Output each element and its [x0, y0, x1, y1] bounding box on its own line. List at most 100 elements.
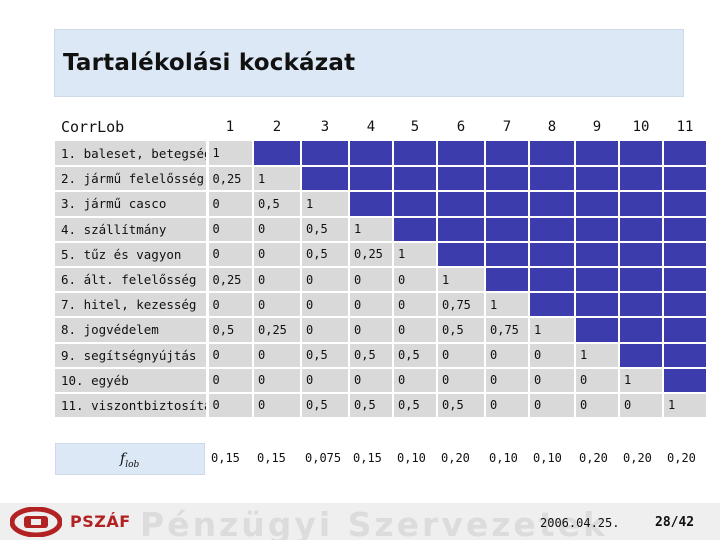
- matrix-cell: 1: [207, 141, 254, 168]
- row-label: 6. ált. felelősség: [55, 266, 209, 294]
- flob-value: 0,15: [353, 451, 382, 465]
- matrix-cell: 0,75: [485, 317, 530, 344]
- column-header: 11: [663, 112, 707, 141]
- column-header: 5: [393, 112, 437, 141]
- matrix-cell: 0: [349, 292, 394, 319]
- empty-cell: [349, 166, 394, 193]
- matrix-cell: 0,5: [437, 392, 486, 420]
- matrix-cell: 0: [529, 342, 576, 369]
- empty-cell: [575, 216, 620, 243]
- column-header: 2: [253, 112, 301, 141]
- empty-cell: [619, 292, 664, 319]
- correlation-matrix: CorrLob 1 2 3 4 5 6 7 8 9 10 11 1. baleset, betegség…: [55, 112, 708, 420]
- column-header: 1: [207, 112, 253, 141]
- empty-cell: [437, 216, 486, 243]
- footer-date: 2006.04.25.: [540, 516, 620, 530]
- matrix-cell: 0,5: [301, 216, 350, 243]
- matrix-cell: 0: [529, 367, 576, 394]
- row-label: 4. szállítmány: [55, 216, 209, 243]
- flob-value: 0,20: [667, 451, 696, 465]
- empty-cell: [663, 292, 708, 319]
- flob-value: 0,10: [489, 451, 518, 465]
- empty-cell: [529, 191, 576, 218]
- row-label: 9. segítségnyújtás: [55, 342, 209, 369]
- matrix-cell: 0,25: [349, 241, 394, 268]
- table-row: 2. jármű felelősség 0,25 1: [55, 166, 708, 193]
- table-row: 10. egyéb 0 0 0 0 0 0 0 0 0 1: [55, 367, 708, 394]
- matrix-cell: 1: [485, 292, 530, 319]
- column-header: 8: [529, 112, 575, 141]
- row-label: 8. jogvédelem: [55, 317, 209, 344]
- page-number: 28/42: [655, 515, 695, 530]
- matrix-cell: 0,5: [207, 317, 254, 344]
- matrix-cell: 0: [485, 367, 530, 394]
- column-header: 7: [485, 112, 529, 141]
- matrix-cell: 0: [207, 191, 254, 218]
- matrix-cell: 0: [207, 216, 254, 243]
- empty-cell: [393, 141, 438, 168]
- matrix-cell: 0,25: [207, 266, 254, 294]
- matrix-cell: 0: [619, 392, 664, 420]
- matrix-cell: 0: [485, 392, 530, 420]
- empty-cell: [575, 292, 620, 319]
- row-label: 3. jármű casco: [55, 191, 209, 218]
- empty-cell: [485, 166, 530, 193]
- matrix-cell: 0: [349, 266, 394, 294]
- matrix-cell: 0: [253, 367, 302, 394]
- matrix-cell: 1: [575, 342, 620, 369]
- column-header: 3: [301, 112, 349, 141]
- matrix-cell: 0: [207, 292, 254, 319]
- row-label: 7. hitel, kezesség: [55, 292, 209, 319]
- empty-cell: [393, 166, 438, 193]
- flob-value: 0,20: [579, 451, 608, 465]
- empty-cell: [663, 166, 708, 193]
- flob-value: 0,15: [211, 451, 240, 465]
- matrix-cell: 0,5: [301, 342, 350, 369]
- empty-cell: [619, 166, 664, 193]
- empty-cell: [485, 191, 530, 218]
- matrix-cell: 1: [349, 216, 394, 243]
- matrix-cell: 0,5: [301, 392, 350, 420]
- matrix-cell: 0: [575, 367, 620, 394]
- matrix-cell: 0: [253, 216, 302, 243]
- empty-cell: [485, 241, 530, 268]
- flob-value: 0,075: [305, 451, 342, 465]
- empty-cell: [485, 266, 530, 294]
- matrix-cell: 0,5: [393, 392, 438, 420]
- empty-cell: [485, 141, 530, 168]
- matrix-cell: 0: [393, 292, 438, 319]
- matrix-cell: 0: [253, 342, 302, 369]
- table-row: 6. ált. felelősség 0,25 0 0 0 0 1: [55, 266, 708, 294]
- matrix-cell: 0,75: [437, 292, 486, 319]
- matrix-cell: 0: [529, 392, 576, 420]
- empty-cell: [393, 191, 438, 218]
- footer-bar: [0, 503, 720, 540]
- table-row: 7. hitel, kezesség 0 0 0 0 0 0,75 1: [55, 292, 708, 319]
- empty-cell: [663, 367, 708, 394]
- flob-value: 0,20: [441, 451, 470, 465]
- row-label: 1. baleset, betegség: [55, 141, 209, 168]
- matrix-cell: 0,5: [349, 392, 394, 420]
- empty-cell: [529, 166, 576, 193]
- matrix-cell: 1: [619, 367, 664, 394]
- row-label: 2. jármű felelősség: [55, 166, 209, 193]
- empty-cell: [575, 191, 620, 218]
- empty-cell: [301, 166, 350, 193]
- empty-cell: [619, 241, 664, 268]
- matrix-cell: 0: [437, 342, 486, 369]
- matrix-cell: 0,5: [349, 342, 394, 369]
- empty-cell: [619, 191, 664, 218]
- matrix-cell: 1: [393, 241, 438, 268]
- matrix-cell: 0: [393, 266, 438, 294]
- empty-cell: [575, 166, 620, 193]
- empty-cell: [437, 166, 486, 193]
- row-label: 5. tűz és vagyon: [55, 241, 209, 268]
- column-header: 6: [437, 112, 485, 141]
- matrix-cell: 0: [253, 266, 302, 294]
- table-row: 1. baleset, betegség 1: [55, 141, 708, 168]
- empty-cell: [575, 241, 620, 268]
- empty-cell: [663, 216, 708, 243]
- empty-cell: [437, 241, 486, 268]
- matrix-cell: 1: [253, 166, 302, 193]
- empty-cell: [575, 317, 620, 344]
